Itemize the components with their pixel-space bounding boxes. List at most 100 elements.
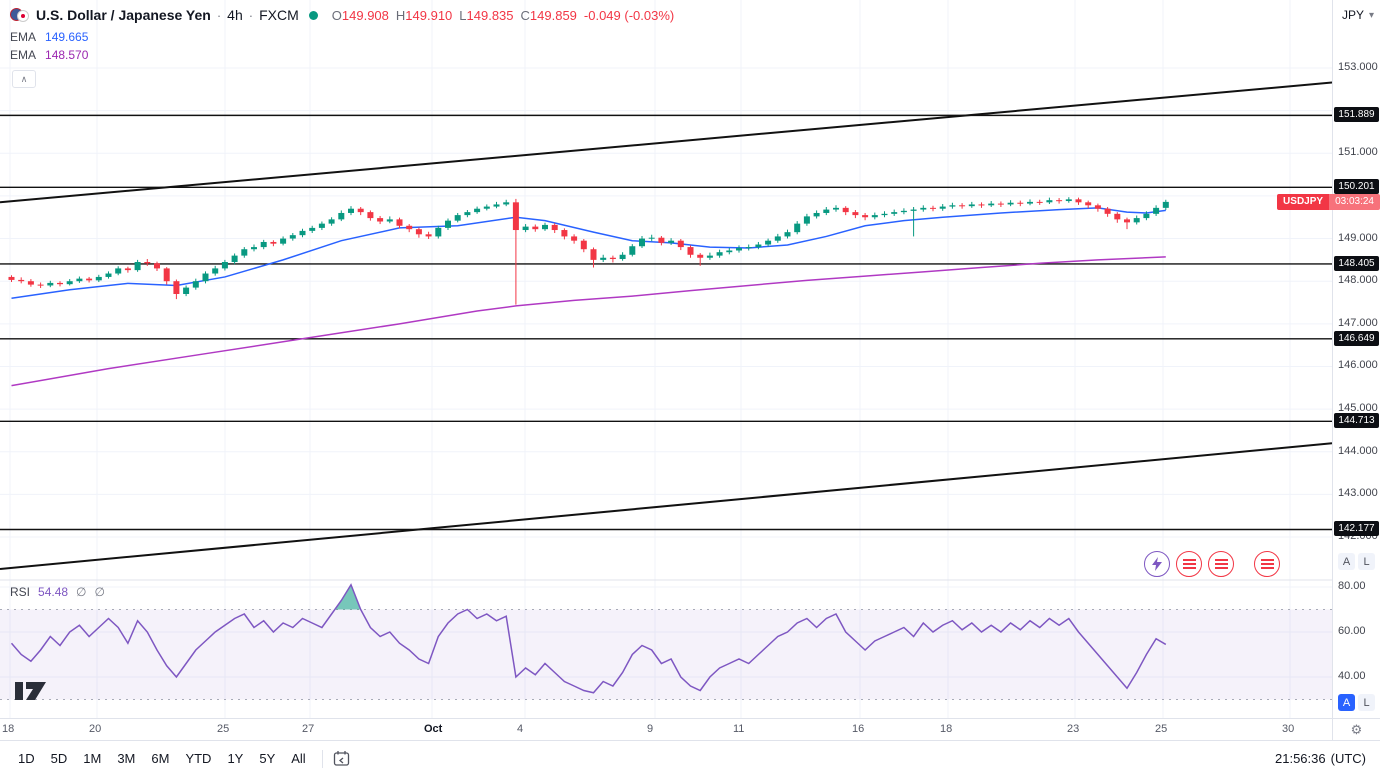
price-level-badge: 146.649 <box>1334 330 1379 346</box>
time-axis-label: 18 <box>2 723 15 735</box>
time-axis-label: 4 <box>517 723 524 735</box>
time-axis-label: 25 <box>217 723 230 735</box>
range-button-5y[interactable]: 5Y <box>251 747 283 770</box>
auto-scale-button[interactable]: A <box>1338 553 1355 570</box>
price-level-badge: 142.177 <box>1334 521 1379 537</box>
time-axis-label: Oct <box>424 723 443 735</box>
indicator-row-ema-fast[interactable]: EMA 149.665 <box>10 30 88 44</box>
range-button-all[interactable]: All <box>283 747 313 770</box>
time-axis-label: 23 <box>1067 723 1080 735</box>
time-axis-label: 9 <box>647 723 654 735</box>
gear-icon: ⚙ <box>1350 721 1363 737</box>
open-label: O <box>331 7 342 23</box>
time-axis[interactable]: 18 20 25 27 Oct 4 9 11 16 18 23 25 30 <box>0 718 1332 740</box>
rsi-label: RSI <box>10 585 31 599</box>
tradingview-logo <box>14 680 48 707</box>
usdjpy-flags-icon <box>10 6 30 24</box>
collapse-legend-button[interactable]: ∧ <box>12 70 36 88</box>
time-axis-label: 18 <box>940 723 953 735</box>
symbol-header[interactable]: U.S. Dollar / Japanese Yen · 4h · FXCM O… <box>10 6 674 24</box>
log-scale-button[interactable]: L <box>1358 553 1375 570</box>
indicator-value: 148.570 <box>45 48 89 62</box>
rsi-log-scale-button[interactable]: L <box>1358 694 1375 711</box>
bar-countdown: 03:03:24 <box>1329 193 1380 210</box>
price-scale-label: 145.000 <box>1338 402 1378 415</box>
exchange-label[interactable]: FXCM <box>259 7 299 23</box>
quick-action-bar <box>1144 551 1280 577</box>
currency-label: JPY <box>1341 8 1364 22</box>
chevron-down-icon: ▾ <box>1368 9 1374 21</box>
indicator-label: EMA <box>10 30 37 44</box>
current-time: 21:56:36 <box>1275 751 1326 766</box>
rsi-scale-label: 40.00 <box>1338 670 1366 682</box>
price-scale-mode-buttons: A L <box>1338 553 1375 570</box>
price-scale-label: 151.000 <box>1338 146 1378 159</box>
broker-icon-1[interactable] <box>1176 551 1202 577</box>
rsi-value: 54.48 <box>38 585 69 599</box>
chevron-up-icon: ∧ <box>20 73 28 84</box>
stripes-icon <box>1214 558 1228 570</box>
broker-icon-3[interactable] <box>1254 551 1280 577</box>
range-button-6m[interactable]: 6M <box>143 747 177 770</box>
price-scale-label: 148.000 <box>1338 274 1378 287</box>
stripes-icon <box>1260 558 1274 570</box>
time-axis-label: 25 <box>1155 723 1168 735</box>
indicator-row-rsi[interactable]: RSI 54.48 ∅ ∅ <box>10 585 105 599</box>
timezone-label: (UTC) <box>1330 751 1366 766</box>
price-scale-label: 144.000 <box>1338 444 1378 457</box>
interval-label[interactable]: 4h <box>227 7 243 23</box>
time-axis-label: 30 <box>1282 723 1295 735</box>
clock-area[interactable]: 21:56:36 (UTC) <box>1275 751 1370 766</box>
range-button-1y[interactable]: 1Y <box>219 747 251 770</box>
price-scale-label: 149.000 <box>1338 231 1378 244</box>
symbol-title[interactable]: U.S. Dollar / Japanese Yen <box>36 7 211 23</box>
chart-settings-corner[interactable]: ⚙ <box>1332 718 1380 740</box>
broker-icon-2[interactable] <box>1208 551 1234 577</box>
price-level-badge: 148.405 <box>1334 255 1379 271</box>
price-scale-label: 146.000 <box>1338 359 1378 372</box>
range-button-5d[interactable]: 5D <box>43 747 76 770</box>
high-value: 149.910 <box>405 7 453 23</box>
separator-dot: · <box>216 7 222 23</box>
ohlc-values: O149.908 H149.910 L149.835 C149.859 -0.0… <box>332 8 674 23</box>
close-value: 149.859 <box>529 7 577 23</box>
rsi-scale-label: 60.00 <box>1338 625 1366 637</box>
instant-order-lightning-icon[interactable] <box>1144 551 1170 577</box>
indicator-row-ema-slow[interactable]: EMA 148.570 <box>10 48 88 62</box>
time-axis-label: 20 <box>89 723 102 735</box>
price-scale-label: 143.000 <box>1338 487 1378 500</box>
market-status-icon <box>308 10 318 20</box>
range-button-1d[interactable]: 1D <box>10 747 43 770</box>
toolbar-divider <box>321 749 323 768</box>
range-button-1m[interactable]: 1M <box>75 747 109 770</box>
low-label: L <box>459 7 467 23</box>
high-label: H <box>395 7 406 23</box>
price-chart-canvas[interactable] <box>0 0 1332 718</box>
price-scale-label: 147.000 <box>1338 316 1378 329</box>
time-axis-label: 16 <box>852 723 865 735</box>
symbol-badge-name: USDJPY <box>1277 193 1330 210</box>
last-price-symbol-badge: USDJPY 03:03:24 <box>1277 193 1380 210</box>
price-scale[interactable]: JPY ▾ A L A L 153.000 151.000 149.000 148.0… <box>1332 0 1380 718</box>
indicator-label: EMA <box>10 48 37 62</box>
price-level-badge: 150.201 <box>1334 179 1379 195</box>
rsi-scale-label: 80.00 <box>1338 580 1366 592</box>
time-axis-label: 27 <box>302 723 315 735</box>
price-level-badge: 151.889 <box>1334 107 1379 123</box>
price-scale-label: 153.000 <box>1338 61 1378 73</box>
range-button-ytd[interactable]: YTD <box>177 747 219 770</box>
range-button-3m[interactable]: 3M <box>109 747 143 770</box>
low-value: 149.835 <box>466 7 514 23</box>
go-to-date-button[interactable] <box>331 748 352 769</box>
close-label: C <box>520 7 530 23</box>
rsi-empty-value: ∅ <box>76 585 87 599</box>
open-value: 149.908 <box>341 7 389 23</box>
indicator-value: 149.665 <box>45 30 89 44</box>
price-level-badge: 144.713 <box>1334 413 1379 429</box>
stripes-icon <box>1182 558 1196 570</box>
bottom-toolbar: 1D 5D 1M 3M 6M YTD 1Y 5Y All 21:56:36 (UTC) <box>0 740 1380 776</box>
time-axis-label: 11 <box>733 723 745 735</box>
rsi-auto-scale-button[interactable]: A <box>1338 694 1355 711</box>
currency-dropdown[interactable]: JPY ▾ <box>1342 8 1374 22</box>
